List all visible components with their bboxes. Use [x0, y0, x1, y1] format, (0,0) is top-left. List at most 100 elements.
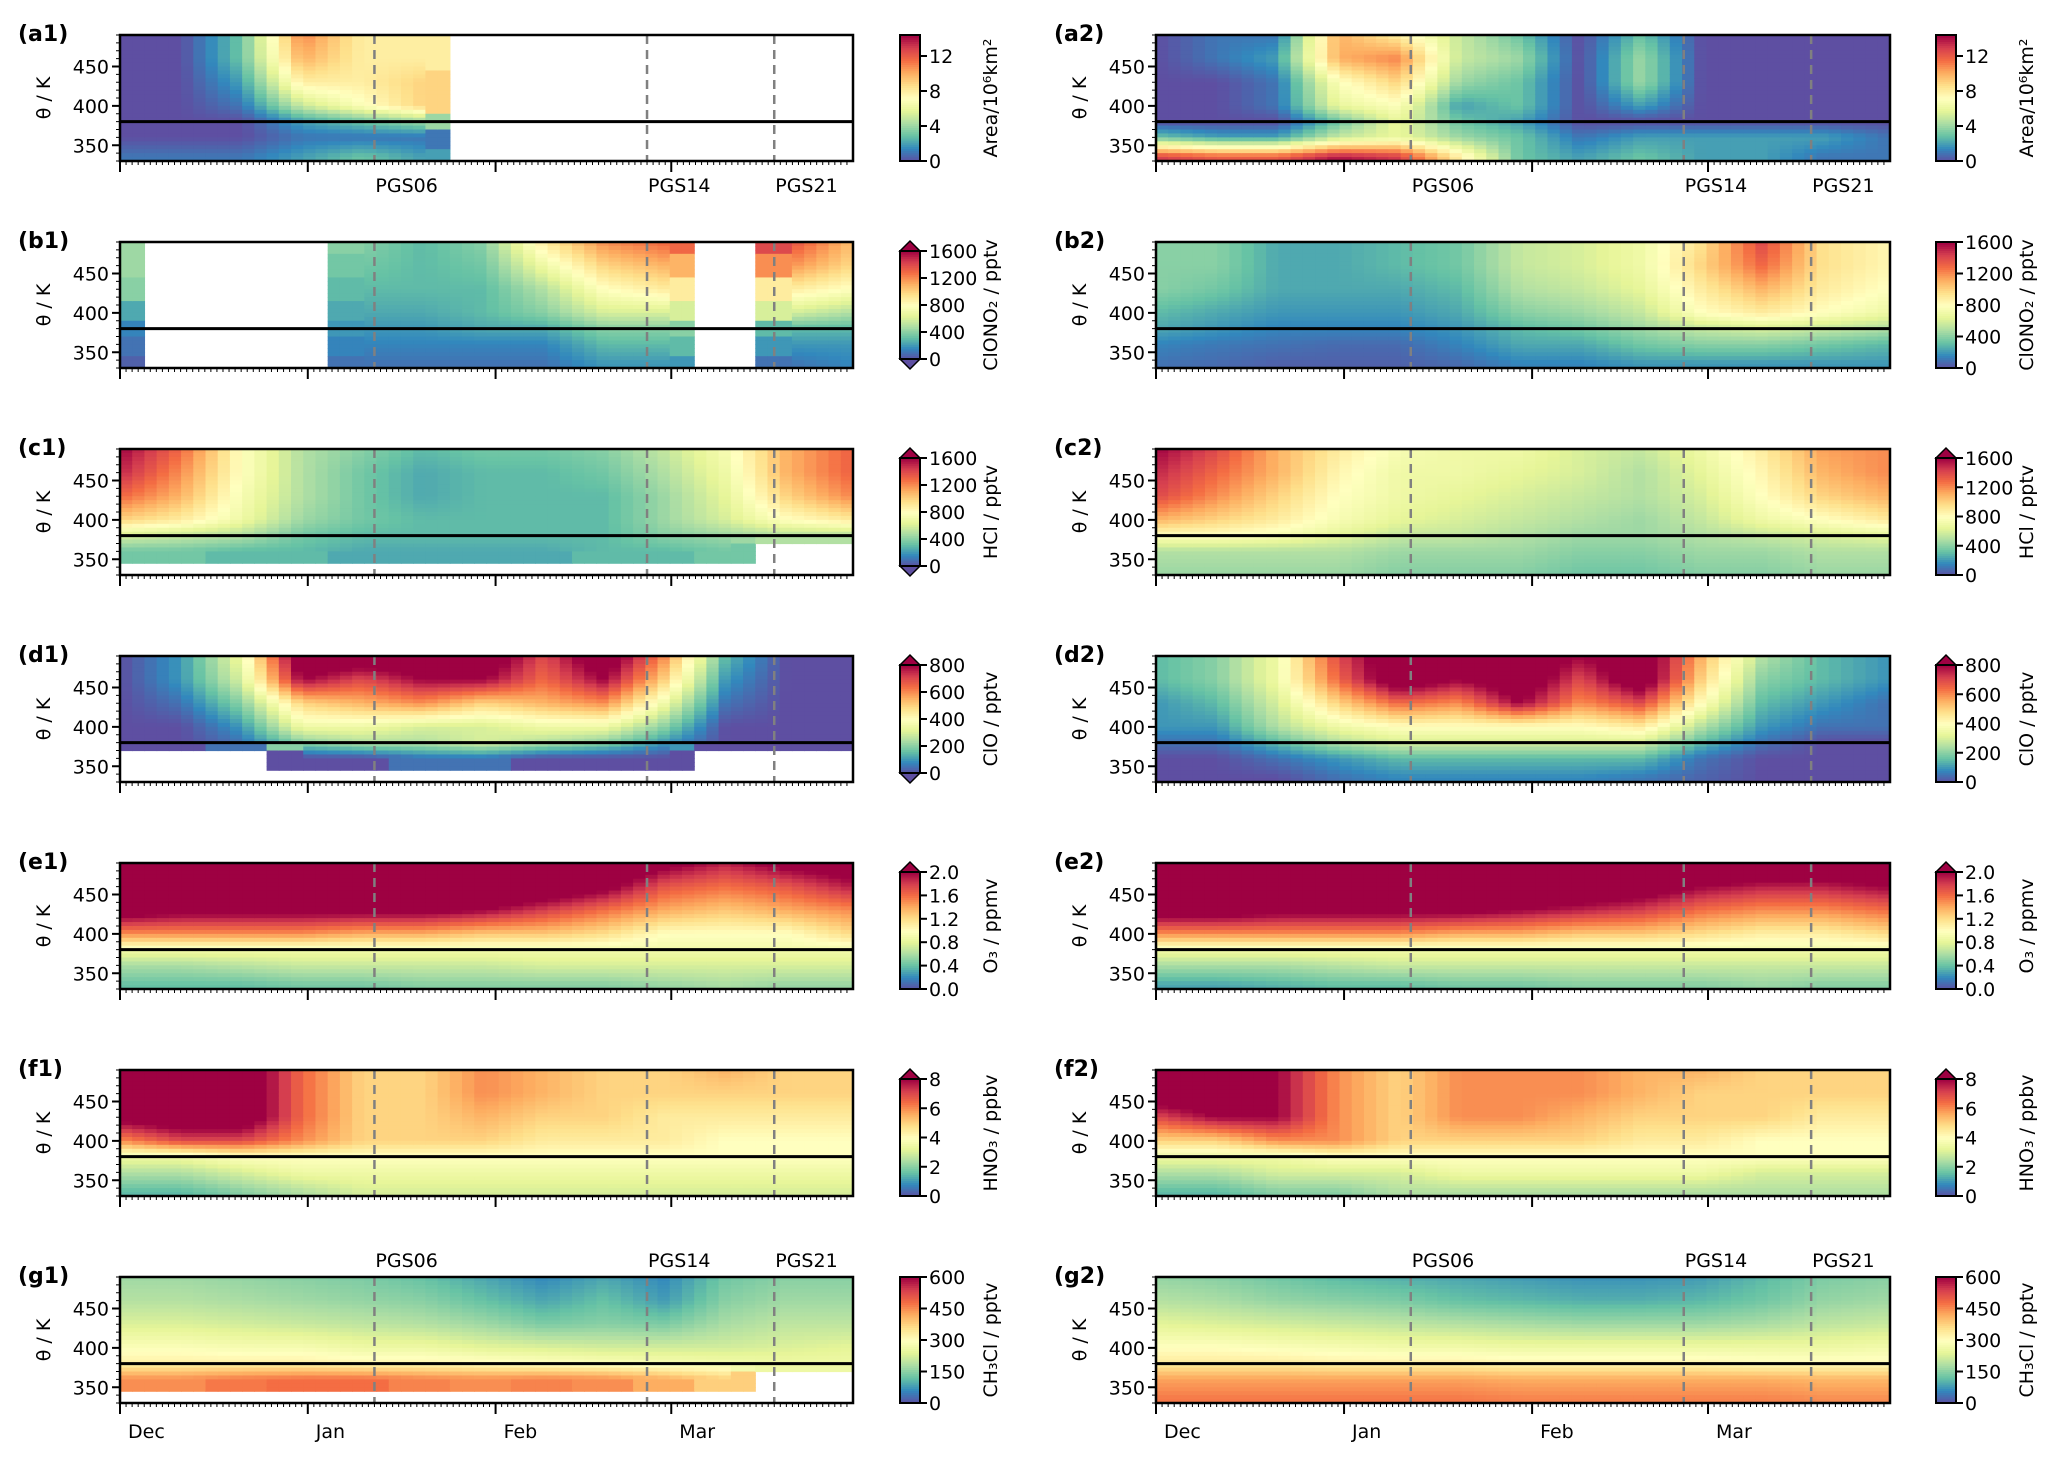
heatmap-cell	[1291, 137, 1304, 142]
heatmap-cell	[340, 313, 353, 318]
heatmap-cell	[511, 337, 524, 342]
heatmap-cell	[1425, 102, 1438, 107]
heatmap-cell	[169, 67, 182, 72]
heatmap-cell	[193, 106, 206, 111]
heatmap-cell	[1266, 51, 1279, 56]
heatmap-cell	[1278, 43, 1291, 48]
heatmap-cell	[315, 51, 328, 56]
heatmap-cell	[1853, 106, 1866, 111]
heatmap-cell	[450, 309, 463, 314]
heatmap-cell	[1878, 145, 1891, 150]
heatmap-cell	[1352, 63, 1365, 68]
heatmap-cell	[474, 337, 487, 342]
heatmap-cell	[621, 281, 634, 286]
heatmap-cell	[352, 285, 365, 290]
heatmap-cell	[389, 266, 402, 271]
heatmap-cell	[499, 344, 512, 349]
heatmap-cell	[1621, 43, 1634, 48]
heatmap-cell	[1242, 94, 1255, 99]
heatmap-cell	[1327, 106, 1340, 111]
heatmap-cell	[1535, 145, 1548, 150]
heatmap-cell	[1719, 82, 1732, 87]
heatmap-cell	[1193, 149, 1206, 154]
heatmap-cell	[425, 63, 438, 68]
heatmap-cell	[1229, 348, 1242, 353]
heatmap-cell	[230, 94, 243, 99]
heatmap-cell	[1682, 133, 1695, 138]
heatmap-cell	[1352, 90, 1365, 95]
heatmap-cell	[1205, 352, 1218, 357]
heatmap-cell	[1596, 74, 1609, 79]
heatmap-cell	[584, 340, 597, 345]
heatmap-cell	[267, 67, 280, 72]
heatmap-cell	[1193, 63, 1206, 68]
heatmap-cell	[572, 254, 585, 259]
heatmap-cell	[401, 51, 414, 56]
heatmap-cell	[841, 266, 854, 271]
heatmap-cell	[340, 67, 353, 72]
heatmap-cell	[315, 149, 328, 154]
heatmap-cell	[1193, 94, 1206, 99]
heatmap-cell	[1291, 67, 1304, 72]
heatmap-cell	[1217, 352, 1230, 357]
heatmap-cell	[1315, 78, 1328, 83]
heatmap-cell	[1193, 344, 1206, 349]
heatmap-cell	[1621, 98, 1634, 103]
heatmap-cell	[462, 344, 475, 349]
heatmap-cell	[1450, 126, 1463, 131]
heatmap-cell	[670, 254, 683, 259]
heatmap-cell	[462, 270, 475, 275]
heatmap-cell	[523, 360, 536, 365]
heatmap-cell	[462, 340, 475, 345]
heatmap-cell	[1486, 141, 1499, 146]
heatmap-cell	[1425, 153, 1438, 158]
campaign-label-pgs21: PGS21	[1812, 175, 1874, 197]
heatmap-cell	[1462, 43, 1475, 48]
heatmap-cell	[1180, 98, 1193, 103]
heatmap-cell	[303, 141, 316, 146]
heatmap-cell	[1388, 90, 1401, 95]
heatmap-cell	[242, 67, 255, 72]
heatmap-cell	[584, 281, 597, 286]
heatmap-cell	[682, 337, 695, 342]
heatmap-cell	[1266, 106, 1279, 111]
heatmap-cell	[841, 317, 854, 322]
heatmap-cell	[1168, 39, 1181, 44]
heatmap-cell	[1340, 106, 1353, 111]
heatmap-cell	[438, 149, 451, 154]
heatmap-cell	[340, 254, 353, 259]
heatmap-cell	[1486, 63, 1499, 68]
heatmap-cell	[1633, 51, 1646, 56]
heatmap-cell	[1193, 293, 1206, 298]
heatmap-cell	[1364, 39, 1377, 44]
heatmap-cell	[254, 98, 267, 103]
heatmap-cell	[230, 51, 243, 56]
heatmap-cell	[1707, 47, 1720, 52]
heatmap-cell	[1780, 43, 1793, 48]
heatmap-cell	[1193, 106, 1206, 111]
heatmap-cell	[120, 70, 133, 75]
heatmap-cell	[1462, 51, 1475, 56]
heatmap-cell	[132, 356, 145, 361]
heatmap-cell	[462, 285, 475, 290]
heatmap-cell	[1291, 43, 1304, 48]
heatmap-cell	[1853, 70, 1866, 75]
heatmap-cell	[328, 352, 341, 357]
heatmap-cell	[1633, 110, 1646, 115]
heatmap-cell	[474, 321, 487, 326]
heatmap-cell	[413, 98, 426, 103]
heatmap-cell	[1266, 137, 1279, 142]
heatmap-cell	[230, 130, 243, 135]
heatmap-cell	[1242, 39, 1255, 44]
heatmap-cell	[511, 344, 524, 349]
heatmap-cell	[413, 78, 426, 83]
heatmap-cell	[1388, 141, 1401, 146]
heatmap-cell	[132, 266, 145, 271]
heatmap-cell	[829, 348, 842, 353]
heatmap-cell	[132, 321, 145, 326]
heatmap-cell	[1376, 74, 1389, 79]
heatmap-cell	[438, 333, 451, 338]
heatmap-cell	[1853, 153, 1866, 158]
heatmap-cell	[535, 266, 548, 271]
heatmap-cell	[377, 297, 390, 302]
